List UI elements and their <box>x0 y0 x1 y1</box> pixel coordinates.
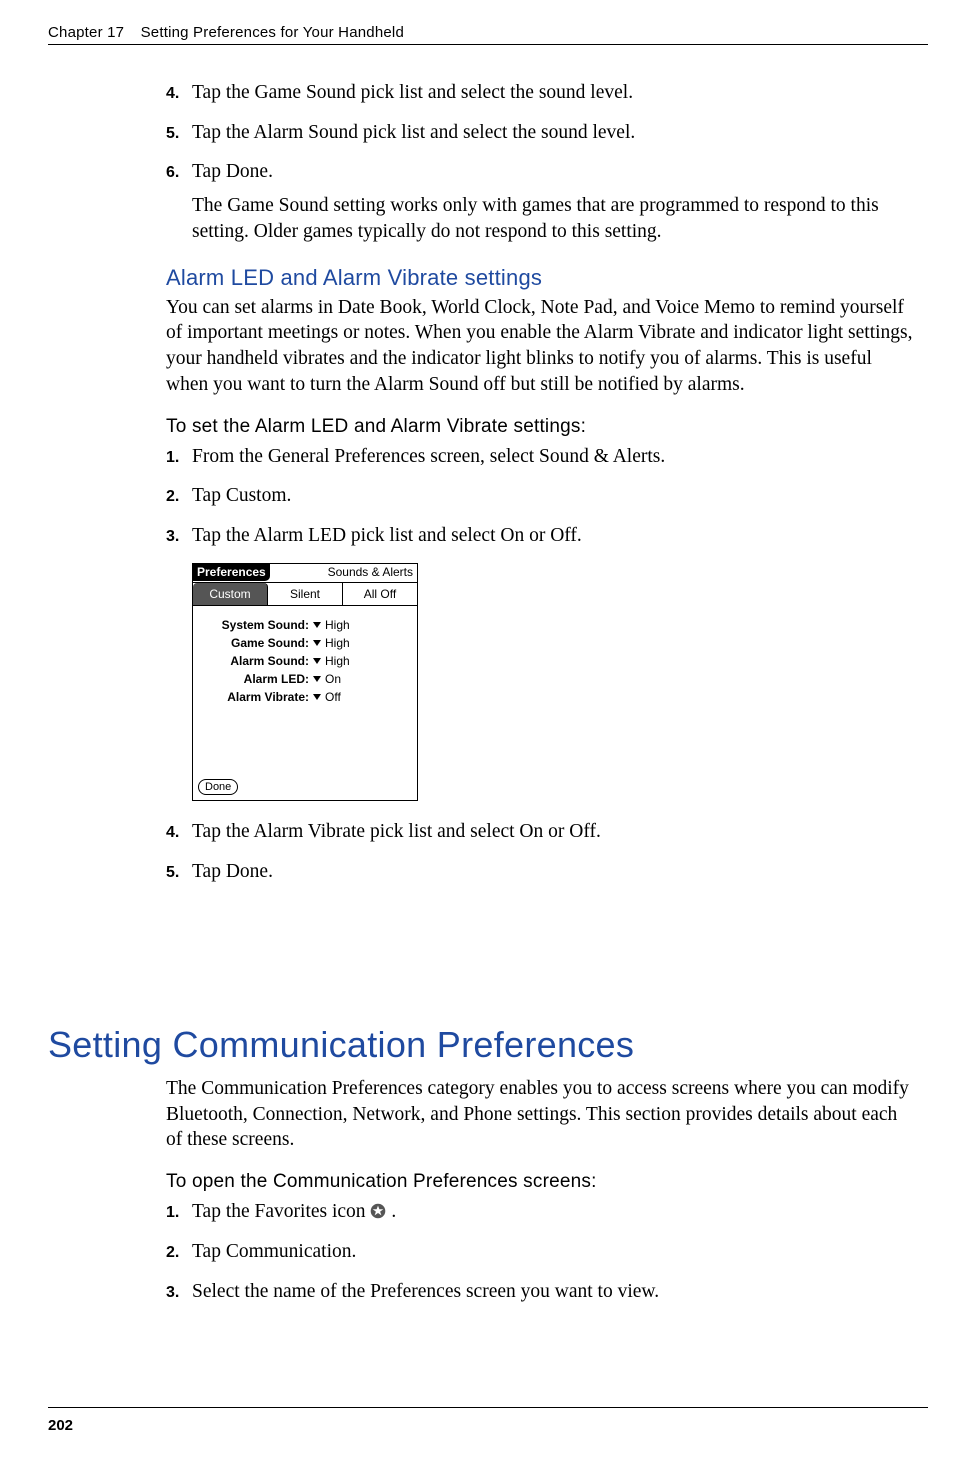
dropdown-arrow-icon[interactable] <box>313 622 321 628</box>
body-paragraph: You can set alarms in Date Book, World C… <box>166 295 916 398</box>
page: Chapter 17 Setting Preferences for Your … <box>0 0 976 1466</box>
step-number: 2. <box>166 488 192 506</box>
list-item: 3. Select the name of the Preferences sc… <box>166 1279 916 1305</box>
palm-row: Alarm LED: On <box>201 672 409 686</box>
palm-value[interactable]: High <box>325 636 350 650</box>
palm-screenshot: Preferences Sounds & Alerts Custom Silen… <box>192 563 418 801</box>
list-item: 5. Tap Done. <box>166 859 916 885</box>
dropdown-arrow-icon[interactable] <box>313 640 321 646</box>
step-text: Tap the Alarm LED pick list and select O… <box>192 523 916 549</box>
page-number: 202 <box>48 1417 73 1434</box>
dropdown-arrow-icon[interactable] <box>313 676 321 682</box>
palm-label: Alarm Sound: <box>201 654 313 668</box>
step-number: 4. <box>166 824 192 842</box>
palm-value[interactable]: Off <box>325 690 341 704</box>
dropdown-arrow-icon[interactable] <box>313 658 321 664</box>
step-number: 4. <box>166 85 192 103</box>
step-text: Select the name of the Preferences scree… <box>192 1279 916 1305</box>
step-number: 2. <box>166 1244 192 1262</box>
step-text: Tap Done. <box>192 859 916 885</box>
list-item: 4. Tap the Game Sound pick list and sele… <box>166 80 916 106</box>
list-item: 3. Tap the Alarm LED pick list and selec… <box>166 523 916 549</box>
procedure-heading: To set the Alarm LED and Alarm Vibrate s… <box>166 416 916 438</box>
procedure-heading: To open the Communication Preferences sc… <box>166 1171 916 1193</box>
list-item: 1. Tap the Favorites icon . <box>166 1199 916 1225</box>
step-number: 1. <box>166 449 192 467</box>
palm-body: System Sound: High Game Sound: High Alar… <box>193 606 417 712</box>
list-item: 5. Tap the Alarm Sound pick list and sel… <box>166 120 916 146</box>
palm-label: System Sound: <box>201 618 313 632</box>
section-heading: Setting Communication Preferences <box>48 1024 634 1066</box>
palm-tab-silent[interactable]: Silent <box>268 583 343 605</box>
favorites-icon <box>370 1201 386 1217</box>
step-text: Tap the Game Sound pick list and select … <box>192 80 916 106</box>
palm-row: Alarm Sound: High <box>201 654 409 668</box>
step-text: Tap the Alarm Sound pick list and select… <box>192 120 916 146</box>
step-text: Tap Communication. <box>192 1239 916 1265</box>
chapter-number: Chapter 17 <box>48 24 124 41</box>
step-number: 5. <box>166 125 192 143</box>
note-paragraph: The Game Sound setting works only with g… <box>192 193 916 244</box>
comm-section-body: The Communication Preferences category e… <box>166 1076 916 1318</box>
step-text: Tap the Favorites icon . <box>192 1199 916 1225</box>
palm-label: Game Sound: <box>201 636 313 650</box>
palm-tabs: Custom Silent All Off <box>193 583 417 606</box>
palm-value[interactable]: High <box>325 618 350 632</box>
palm-category: Sounds & Alerts <box>328 565 413 579</box>
step-number: 3. <box>166 528 192 546</box>
running-header: Chapter 17 Setting Preferences for Your … <box>48 24 928 41</box>
step-number: 3. <box>166 1284 192 1302</box>
content-column: 4. Tap the Game Sound pick list and sele… <box>166 80 916 898</box>
list-item: 1. From the General Preferences screen, … <box>166 444 916 470</box>
palm-value[interactable]: On <box>325 672 341 686</box>
step-number: 5. <box>166 864 192 882</box>
palm-value[interactable]: High <box>325 654 350 668</box>
palm-done-button[interactable]: Done <box>198 779 238 795</box>
step-text-post: . <box>391 1201 396 1222</box>
list-item: 4. Tap the Alarm Vibrate pick list and s… <box>166 819 916 845</box>
list-item: 6. Tap Done. <box>166 159 916 185</box>
step-text: Tap the Alarm Vibrate pick list and sele… <box>192 819 916 845</box>
palm-label: Alarm LED: <box>201 672 313 686</box>
step-text: From the General Preferences screen, sel… <box>192 444 916 470</box>
palm-row: System Sound: High <box>201 618 409 632</box>
subsection-heading: Alarm LED and Alarm Vibrate settings <box>166 265 916 291</box>
list-item: 2. Tap Communication. <box>166 1239 916 1265</box>
list-item: 2. Tap Custom. <box>166 483 916 509</box>
body-paragraph: The Communication Preferences category e… <box>166 1076 916 1153</box>
step-number: 1. <box>166 1204 192 1222</box>
step-text: Tap Done. <box>192 159 916 185</box>
dropdown-arrow-icon[interactable] <box>313 694 321 700</box>
palm-row: Alarm Vibrate: Off <box>201 690 409 704</box>
palm-titlebar: Preferences Sounds & Alerts <box>193 564 417 583</box>
step-text-pre: Tap the Favorites icon <box>192 1201 370 1222</box>
step-number: 6. <box>166 164 192 182</box>
palm-label: Alarm Vibrate: <box>201 690 313 704</box>
chapter-title: Setting Preferences for Your Handheld <box>141 24 404 41</box>
step-text: Tap Custom. <box>192 483 916 509</box>
palm-tab-custom[interactable]: Custom <box>193 583 268 605</box>
footer-rule <box>48 1407 928 1408</box>
palm-row: Game Sound: High <box>201 636 409 650</box>
palm-tab-alloff[interactable]: All Off <box>343 583 417 605</box>
palm-app-title: Preferences <box>193 564 270 581</box>
header-rule <box>48 44 928 45</box>
